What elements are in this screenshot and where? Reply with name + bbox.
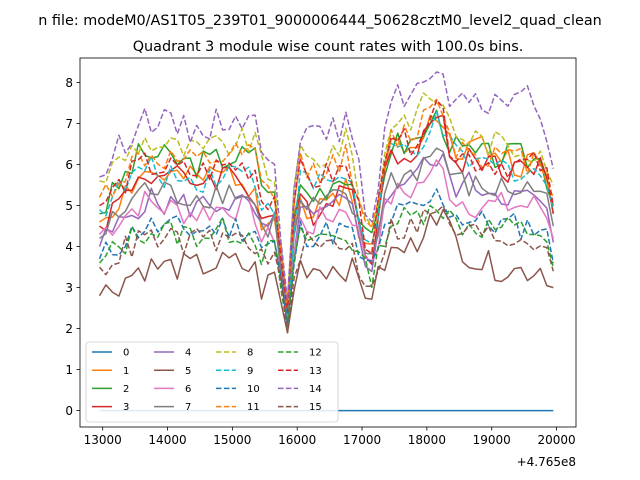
x-tick-label: 17000 — [343, 433, 381, 447]
y-tick-label: 2 — [65, 322, 73, 336]
legend-label-10: 10 — [247, 384, 260, 395]
y-tick-label: 1 — [65, 363, 73, 377]
series-line-12 — [98, 204, 555, 330]
legend-label-11: 11 — [247, 402, 260, 413]
legend-label-14: 14 — [309, 384, 322, 395]
series-line-2 — [99, 109, 555, 313]
x-axis-offset-label: +4.765e8 — [517, 455, 576, 469]
y-axis: 0 1 2 3 4 5 6 7 8 — [65, 76, 80, 418]
legend-label-12: 12 — [309, 348, 322, 359]
y-tick-label: 8 — [65, 76, 73, 90]
plot-area: 13000 14000 15000 16000 17000 18000 19000 20000… — [65, 57, 577, 447]
legend-frame — [85, 341, 339, 423]
series-line-13 — [99, 99, 555, 313]
legend-label-0: 0 — [123, 348, 129, 359]
series-line-4 — [98, 153, 555, 322]
chart-title: Quadrant 3 module wise count rates with … — [133, 39, 524, 55]
y-tick-label: 7 — [65, 117, 73, 131]
x-tick-label: 19000 — [473, 433, 511, 447]
legend-label-4: 4 — [185, 348, 191, 359]
y-tick-label: 6 — [65, 158, 73, 172]
series-line-15 — [98, 205, 555, 334]
x-tick-label: 14000 — [148, 433, 186, 447]
x-axis: 13000 14000 15000 16000 17000 18000 19000 20000 — [84, 427, 576, 447]
y-tick-label: 5 — [65, 199, 73, 213]
series-line-6 — [98, 159, 555, 326]
series-line-11 — [98, 98, 554, 309]
series-line-10 — [98, 188, 555, 326]
figure-suptitle: n file: modeM0/AS1T05_239T01_9000006444_… — [38, 13, 602, 29]
series-line-7 — [99, 147, 555, 322]
series-line-14 — [99, 71, 555, 301]
legend-label-15: 15 — [309, 402, 322, 413]
x-tick-label: 18000 — [408, 433, 446, 447]
series-layer — [98, 71, 555, 412]
legend-label-13: 13 — [309, 366, 322, 377]
x-tick-label: 13000 — [84, 433, 122, 447]
legend-label-3: 3 — [123, 402, 129, 413]
legend-label-5: 5 — [185, 366, 191, 377]
plot-frame — [79, 57, 577, 428]
legend-label-1: 1 — [123, 366, 129, 377]
series-line-1 — [99, 114, 555, 322]
y-tick-label: 0 — [65, 404, 73, 418]
legend-label-6: 6 — [185, 384, 191, 395]
y-tick-label: 3 — [65, 281, 73, 295]
y-tick-label: 4 — [65, 240, 73, 254]
legend-label-2: 2 — [123, 384, 129, 395]
x-tick-label: 16000 — [278, 433, 316, 447]
legend-label-7: 7 — [185, 402, 191, 413]
series-line-3 — [99, 114, 555, 322]
x-tick-label: 20000 — [537, 433, 575, 447]
x-tick-label: 15000 — [213, 433, 251, 447]
legend-label-8: 8 — [247, 348, 253, 359]
series-line-5 — [98, 209, 554, 334]
legend-label-9: 9 — [247, 366, 253, 377]
